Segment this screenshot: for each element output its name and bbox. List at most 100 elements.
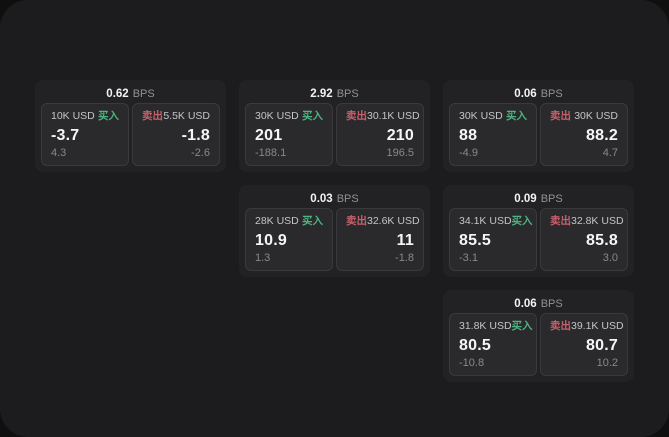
buy-amount: 30K USD xyxy=(255,110,299,122)
sell-sub-value: 3.0 xyxy=(602,252,618,264)
sell-sub-value: -2.6 xyxy=(191,147,210,159)
sell-panel-top: 卖出 39.1K USD xyxy=(550,320,624,333)
sell-panel[interactable]: 卖出 30.1K USD 210 196.5 xyxy=(336,103,424,166)
buy-price: 10.9 xyxy=(255,231,287,249)
quote-card: 0.06 BPS 31.8K USD 买入 80.5 -10.8 卖 xyxy=(443,290,634,382)
bps-unit-label: BPS xyxy=(540,192,563,205)
buy-amount: 30K USD xyxy=(459,110,503,122)
buy-side-label: 买入 xyxy=(506,110,527,122)
sell-side-label: 卖出 xyxy=(550,215,571,227)
sell-price: 88.2 xyxy=(586,126,618,144)
sell-panel[interactable]: 卖出 39.1K USD 80.7 10.2 xyxy=(540,313,628,376)
sell-price: 11 xyxy=(396,231,414,249)
bps-unit-label: BPS xyxy=(540,87,563,100)
buy-panel-top: 30K USD 买入 xyxy=(255,110,323,123)
buy-sell-panels: 30K USD 买入 201 -188.1 卖出 30.1K USD 210 1… xyxy=(245,103,424,166)
buy-panel[interactable]: 10K USD 买入 -3.7 4.3 xyxy=(41,103,129,166)
bps-header: 0.03 BPS xyxy=(245,189,424,208)
sell-sub-value: -1.8 xyxy=(395,252,414,264)
quote-card: 0.06 BPS 30K USD 买入 88 -4.9 卖出 xyxy=(443,80,634,172)
bps-header: 0.06 BPS xyxy=(449,294,628,313)
buy-amount: 28K USD xyxy=(255,215,299,227)
sell-panel[interactable]: 卖出 32.6K USD 11 -1.8 xyxy=(336,208,424,271)
buy-panel-top: 28K USD 买入 xyxy=(255,215,323,228)
buy-sell-panels: 30K USD 买入 88 -4.9 卖出 30K USD 88.2 4.7 xyxy=(449,103,628,166)
sell-panel-top: 卖出 5.5K USD xyxy=(142,110,210,123)
sell-price: 80.7 xyxy=(586,336,618,354)
sell-side-label: 卖出 xyxy=(142,110,163,122)
buy-sub-value: -188.1 xyxy=(255,147,287,159)
buy-side-label: 买入 xyxy=(302,215,323,227)
sell-panel[interactable]: 卖出 32.8K USD 85.8 3.0 xyxy=(540,208,628,271)
buy-price: 85.5 xyxy=(459,231,491,249)
sell-sub-value: 10.2 xyxy=(596,357,618,369)
bps-value: 0.06 xyxy=(514,297,537,310)
buy-panel-top: 34.1K USD 买入 xyxy=(459,215,533,228)
sell-side-label: 卖出 xyxy=(346,110,367,122)
quote-card: 0.03 BPS 28K USD 买入 10.9 1.3 卖出 xyxy=(239,185,430,277)
sell-sub-value: 4.7 xyxy=(602,147,618,159)
sell-amount: 32.8K USD xyxy=(571,215,624,227)
buy-panel[interactable]: 30K USD 买入 201 -188.1 xyxy=(245,103,333,166)
quote-card: 0.09 BPS 34.1K USD 买入 85.5 -3.1 卖出 xyxy=(443,185,634,277)
buy-price: 201 xyxy=(255,126,283,144)
buy-sell-panels: 28K USD 买入 10.9 1.3 卖出 32.6K USD 11 -1.8 xyxy=(245,208,424,271)
buy-sell-panels: 34.1K USD 买入 85.5 -3.1 卖出 32.8K USD 85.8… xyxy=(449,208,628,271)
sell-amount: 30.1K USD xyxy=(367,110,420,122)
sell-side-label: 卖出 xyxy=(550,320,571,332)
buy-panel-top: 30K USD 买入 xyxy=(459,110,527,123)
bps-value: 0.09 xyxy=(514,192,537,205)
bps-unit-label: BPS xyxy=(336,192,359,205)
buy-sell-panels: 10K USD 买入 -3.7 4.3 卖出 5.5K USD -1.8 -2.… xyxy=(41,103,220,166)
buy-panel[interactable]: 31.8K USD 买入 80.5 -10.8 xyxy=(449,313,537,376)
bps-header: 0.62 BPS xyxy=(41,84,220,103)
buy-sub-value: -3.1 xyxy=(459,252,478,264)
quote-card: 2.92 BPS 30K USD 买入 201 -188.1 卖出 xyxy=(239,80,430,172)
sell-panel-top: 卖出 30.1K USD xyxy=(346,110,420,123)
bps-unit-label: BPS xyxy=(540,297,563,310)
sell-price: 85.8 xyxy=(586,231,618,249)
buy-amount: 31.8K USD xyxy=(459,320,512,332)
sell-panel-top: 卖出 32.6K USD xyxy=(346,215,420,228)
sell-amount: 30K USD xyxy=(574,110,618,122)
buy-panel-top: 31.8K USD 买入 xyxy=(459,320,533,333)
buy-panel[interactable]: 34.1K USD 买入 85.5 -3.1 xyxy=(449,208,537,271)
bps-value: 2.92 xyxy=(310,87,333,100)
buy-amount: 10K USD xyxy=(51,110,95,122)
sell-price: -1.8 xyxy=(181,126,210,144)
quote-cards-grid: 0.62 BPS 10K USD 买入 -3.7 4.3 卖出 xyxy=(35,80,634,382)
buy-side-label: 买入 xyxy=(302,110,323,122)
sell-panel[interactable]: 卖出 5.5K USD -1.8 -2.6 xyxy=(132,103,220,166)
sell-panel-top: 卖出 32.8K USD xyxy=(550,215,624,228)
bps-value: 0.62 xyxy=(106,87,129,100)
bps-value: 0.03 xyxy=(310,192,333,205)
sell-panel[interactable]: 卖出 30K USD 88.2 4.7 xyxy=(540,103,628,166)
bps-header: 0.06 BPS xyxy=(449,84,628,103)
buy-panel[interactable]: 30K USD 买入 88 -4.9 xyxy=(449,103,537,166)
sell-side-label: 卖出 xyxy=(346,215,367,227)
buy-sub-value: 4.3 xyxy=(51,147,67,159)
sell-amount: 32.6K USD xyxy=(367,215,420,227)
buy-side-label: 买入 xyxy=(511,320,533,332)
buy-price: 88 xyxy=(459,126,478,144)
buy-price: -3.7 xyxy=(51,126,80,144)
bps-value: 0.06 xyxy=(514,87,537,100)
bps-unit-label: BPS xyxy=(336,87,359,100)
quote-card: 0.62 BPS 10K USD 买入 -3.7 4.3 卖出 xyxy=(35,80,226,172)
buy-side-label: 买入 xyxy=(511,215,533,227)
sell-side-label: 卖出 xyxy=(550,110,571,122)
bps-header: 2.92 BPS xyxy=(245,84,424,103)
sell-panel-top: 卖出 30K USD xyxy=(550,110,618,123)
buy-sub-value: -4.9 xyxy=(459,147,478,159)
buy-sub-value: -10.8 xyxy=(459,357,485,369)
buy-side-label: 买入 xyxy=(98,110,119,122)
buy-sub-value: 1.3 xyxy=(255,252,271,264)
buy-amount: 34.1K USD xyxy=(459,215,512,227)
sell-amount: 39.1K USD xyxy=(571,320,624,332)
buy-panel[interactable]: 28K USD 买入 10.9 1.3 xyxy=(245,208,333,271)
bps-header: 0.09 BPS xyxy=(449,189,628,208)
sell-amount: 5.5K USD xyxy=(163,110,210,122)
buy-price: 80.5 xyxy=(459,336,491,354)
